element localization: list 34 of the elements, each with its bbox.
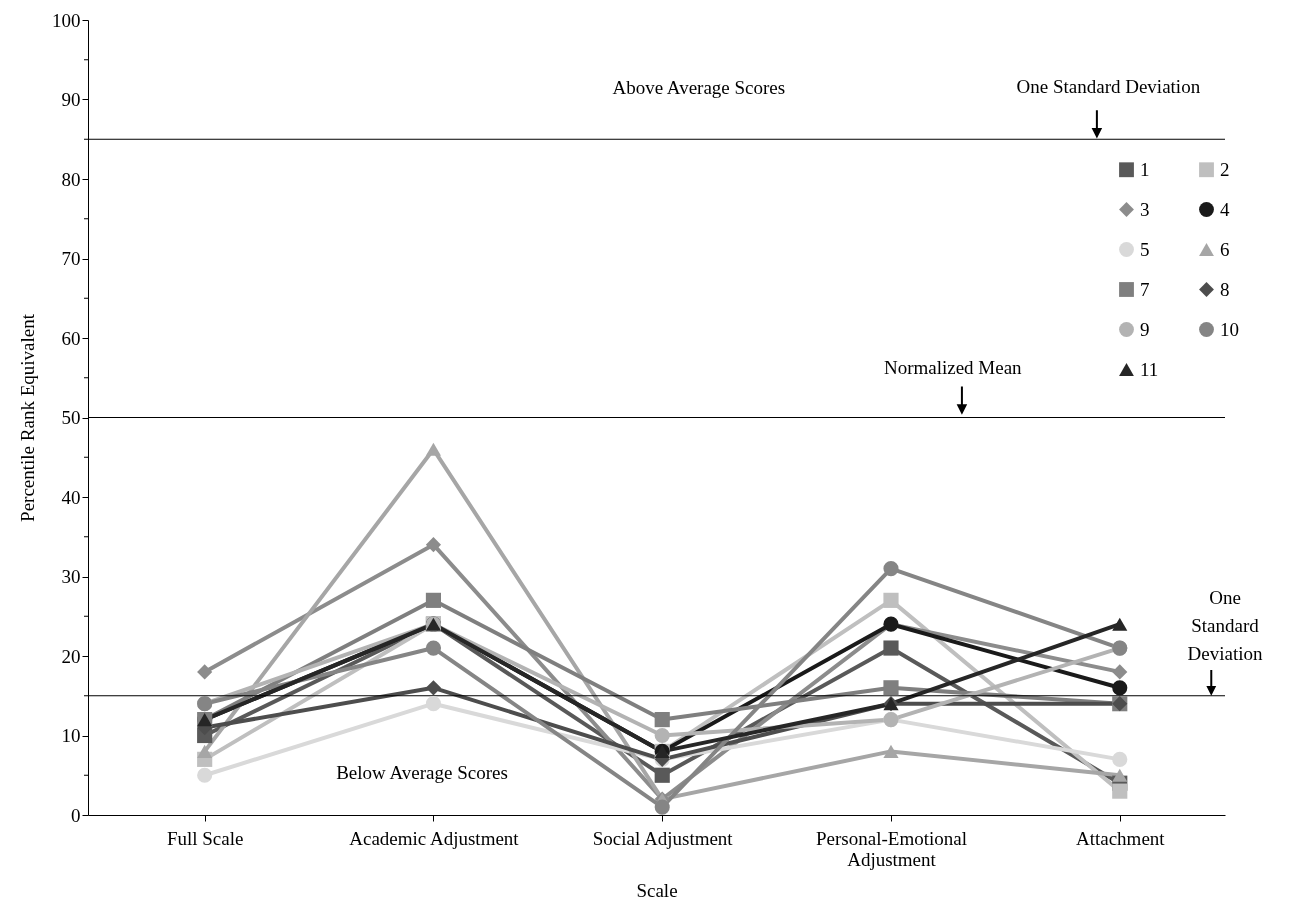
x-tick-label: Social Adjustment: [592, 827, 734, 849]
y-tick-label: 40: [61, 486, 81, 508]
x-tick-label: Personal-Emotional Adjustment: [816, 827, 967, 870]
legend-label: 11: [1140, 358, 1159, 380]
y-axis-title: Percentile Rank Equivalent: [17, 313, 38, 522]
annotation: Below Average Scores: [336, 761, 508, 783]
legend-label: 1: [1140, 158, 1150, 180]
y-tick-label: 20: [61, 645, 81, 667]
y-tick-label: 10: [61, 725, 81, 746]
y-tick-label: 80: [61, 168, 81, 190]
legend-label: 9: [1140, 318, 1150, 340]
y-tick-label: 60: [61, 327, 81, 349]
y-tick-label: 0: [71, 804, 81, 826]
x-tick-label: Attachment: [1075, 827, 1166, 849]
y-tick-label: 30: [61, 566, 81, 587]
ref-line-label: Normalized Mean: [883, 356, 1023, 378]
x-tick-label: Full Scale: [166, 827, 244, 849]
annotation: Above Average Scores: [612, 77, 786, 99]
legend-label: 10: [1220, 318, 1239, 340]
legend-label: 5: [1140, 238, 1150, 260]
x-axis-title: Scale: [636, 879, 678, 901]
ref-line-label: One Standard Deviation: [1187, 586, 1263, 664]
legend-label: 3: [1140, 198, 1150, 220]
y-tick-label: 50: [61, 407, 81, 428]
legend-label: 8: [1220, 278, 1230, 300]
legend-label: 6: [1220, 238, 1230, 260]
x-tick-label: Academic Adjustment: [349, 827, 520, 849]
legend-label: 2: [1220, 158, 1230, 180]
y-tick-label: 70: [61, 248, 81, 269]
y-tick-label: 100: [52, 9, 81, 31]
legend-label: 4: [1220, 198, 1230, 220]
y-tick-label: 90: [61, 89, 81, 110]
ref-line-label: One Standard Deviation: [1016, 76, 1201, 98]
legend-label: 7: [1140, 278, 1150, 300]
